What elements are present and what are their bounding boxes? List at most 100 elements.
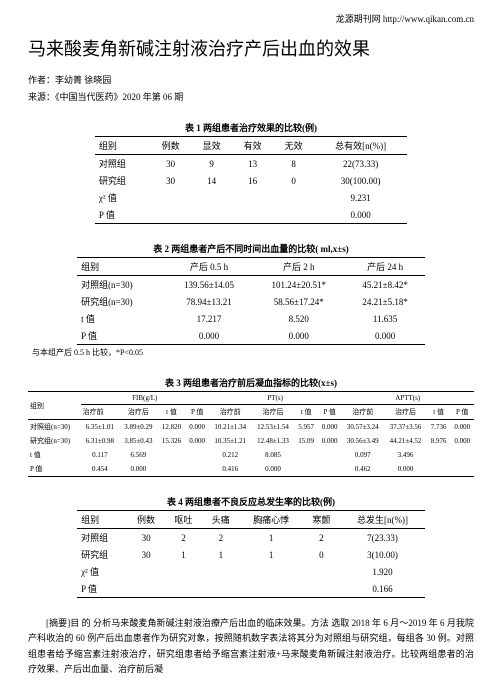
table-cell: 22(73.33): [314, 155, 407, 173]
abstract-text: [摘要]目 的 分析马来酸麦角新碱注射液治療产后出血的临床效果。方法 选取 20…: [28, 616, 474, 677]
table-cell: [450, 448, 474, 462]
table-row: t 值0.1176.5690.2128.0850.0973.496: [28, 448, 474, 462]
source-line: 来源：《中国当代医药》2020 年第 06 期: [28, 90, 474, 103]
table-cell: 78.94±13.21: [166, 293, 252, 310]
t4-h0: 组别: [77, 511, 127, 529]
table-row: 对照组(n=30)6.35±1.013.89±0.2912.8200.00010…: [28, 420, 474, 435]
table-cell: [303, 580, 340, 598]
table-cell: [318, 462, 342, 477]
table2-h3: 产后 24 h: [345, 258, 425, 276]
table-cell: [127, 580, 164, 598]
t4-h3: 头痛: [202, 511, 239, 529]
site-header: 龙源期刊网 http://www.qikan.com.cn: [28, 12, 474, 25]
table-row: χ² 值 1.920: [77, 563, 425, 580]
table-cell: 10.21±1.34: [209, 420, 252, 435]
table-row: 对照组(n=30)139.56±14.05101.24±20.51*45.21±…: [77, 276, 425, 294]
table-cell: 0.212: [209, 448, 252, 462]
table4-caption: 表 4 两组患者不良反应总发生率的比较(例): [28, 495, 474, 508]
table-cell: [158, 462, 186, 477]
table1-h1: 例数: [150, 137, 191, 155]
table-cell: 9.231: [314, 189, 407, 206]
table-cell: 0.000: [185, 434, 209, 448]
table-cell: 7.736: [427, 420, 451, 435]
table-cell: 对照组: [77, 529, 127, 547]
table-cell: 139.56±14.05: [166, 276, 252, 294]
table-cell: 5.957: [294, 420, 318, 435]
table-cell: 16: [232, 172, 273, 189]
table-cell: 0: [273, 172, 314, 189]
table-cell: 0.000: [318, 434, 342, 448]
table-cell: 15.326: [158, 434, 186, 448]
table-cell: 30: [127, 546, 164, 563]
table-cell: 0.462: [341, 462, 384, 477]
table-cell: [427, 462, 451, 477]
table-cell: [185, 448, 209, 462]
table-cell: 30: [150, 172, 191, 189]
t3-th1: FIB(g/L): [81, 392, 209, 405]
table-cell: 0.166: [340, 580, 425, 598]
table-cell: 14: [191, 172, 232, 189]
table-cell: 1: [202, 546, 239, 563]
t4-h6: 总发生[n(%)]: [340, 511, 425, 529]
table-cell: 6.569: [119, 448, 158, 462]
table-cell: 0.000: [166, 327, 252, 345]
table-cell: 研究组(n=30): [28, 434, 81, 448]
table-cell: 2: [303, 529, 340, 547]
table4: 组别 例数 呕吐 头痛 胸痛心悸 寒颤 总发生[n(%)] 对照组3022127…: [77, 510, 425, 598]
t3-subhead: 治疗后: [252, 405, 295, 420]
table-cell: 12.820: [158, 420, 186, 435]
table-cell: [127, 563, 164, 580]
table-cell: P 值: [95, 206, 150, 224]
t3-subhead: t 值: [158, 405, 186, 420]
t4-h5: 寒颤: [303, 511, 340, 529]
t3-th0: 组别: [28, 392, 81, 420]
table-cell: [450, 462, 474, 477]
table-cell: [202, 563, 239, 580]
table-cell: 15.09: [294, 434, 318, 448]
authors-line: 作者：李幼菁 徐晓园: [28, 73, 474, 86]
table-row: 研究组301416030(100.00): [95, 172, 407, 189]
table-row: P 值0.0000.0000.000: [77, 327, 425, 345]
t3-subhead: t 值: [294, 405, 318, 420]
table-cell: 37.37±3.56: [384, 420, 427, 435]
table-cell: 研究组: [77, 546, 127, 563]
table-cell: 对照组: [95, 155, 150, 173]
table-row: 研究组(n=30)78.94±13.2158.56±17.24*24.21±5.…: [77, 293, 425, 310]
table-row: P 值0.4540.0000.4160.0000.4620.000: [28, 462, 474, 477]
table-cell: 0.000: [314, 206, 407, 224]
table-cell: 研究组(n=30): [77, 293, 166, 310]
article-title: 马来酸麦角新碱注射液治疗产后出血的效果: [28, 35, 474, 61]
table-cell: 0.000: [345, 327, 425, 345]
table-cell: 45.21±8.42*: [345, 276, 425, 294]
t4-h4: 胸痛心悸: [240, 511, 303, 529]
t3-subhead: t 值: [427, 405, 451, 420]
table-cell: 9: [191, 155, 232, 173]
table-cell: 1: [165, 546, 202, 563]
table-row: t 值17.2178.52011.635: [77, 310, 425, 327]
t3-th2: PT(s): [209, 392, 342, 405]
t3-subhead: P 值: [450, 405, 474, 420]
table-cell: 1: [240, 546, 303, 563]
table-cell: [150, 206, 191, 224]
table-cell: 0.416: [209, 462, 252, 477]
table1-h3: 有效: [232, 137, 273, 155]
table1-h2: 显效: [191, 137, 232, 155]
table-cell: 12.53±1.54: [252, 420, 295, 435]
table-cell: 8: [273, 155, 314, 173]
t3-th3: APTT(s): [341, 392, 474, 405]
table2-h0: 组别: [77, 258, 166, 276]
table3: 组别 FIB(g/L) PT(s) APTT(s) 治疗前治疗后t 值P 值治疗…: [28, 391, 474, 477]
table2-block: 表 2 两组患者产后不同时间出血量的比较( ml,x±s) 组别 产后 0.5 …: [28, 242, 474, 358]
table-cell: [303, 563, 340, 580]
table-cell: P 值: [77, 580, 127, 598]
table-cell: 0.097: [341, 448, 384, 462]
table-cell: 8.976: [427, 434, 451, 448]
table-cell: χ² 值: [77, 563, 127, 580]
table-cell: 1.920: [340, 563, 425, 580]
table-cell: 3.496: [384, 448, 427, 462]
table-cell: 1: [240, 529, 303, 547]
table-cell: 17.217: [166, 310, 252, 327]
table1-h4: 无效: [273, 137, 314, 155]
table-cell: 0.117: [81, 448, 120, 462]
table-cell: 12.48±1.33: [252, 434, 295, 448]
